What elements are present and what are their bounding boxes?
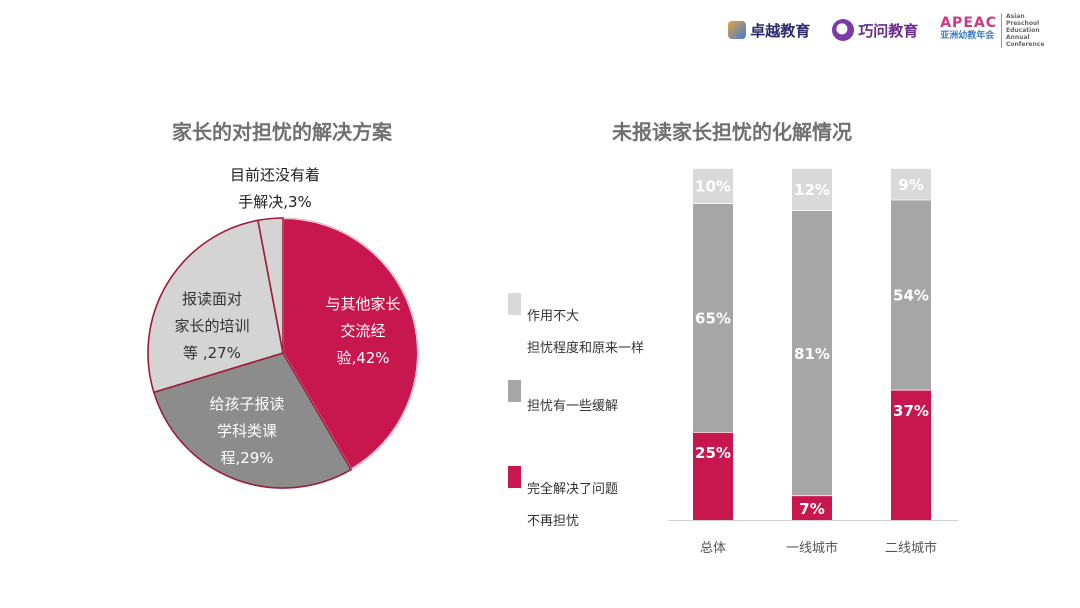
pie-label-not-yet-line1: 目前还没有着: [230, 166, 320, 184]
bar-segment-overall-eased: [693, 203, 733, 432]
x-tick-label-tier1: 一线城市: [786, 540, 838, 556]
legend-no-effect-line2: 担忧程度和原来一样: [527, 341, 645, 356]
pie-chart-title: 家长的对担忧的解决方案: [172, 120, 392, 144]
pie-label-exchange-line3: 验,42%: [336, 349, 389, 367]
x-tick-label-tier2: 二线城市: [885, 540, 937, 556]
pie-label-parent-training-line3: 等 ,27%: [183, 344, 241, 362]
pie-label-parent-training-line1: 报读面对: [182, 290, 242, 308]
bar-label-tier1-resolved: 7%: [799, 500, 824, 518]
x-tick-label-overall: 总体: [700, 541, 726, 556]
brand-1-text: 卓越教育: [750, 21, 811, 40]
pie-slices: [147, 216, 419, 489]
bar-chart-title: 未报读家长担忧的化解情况: [612, 120, 852, 144]
bar-segment-overall-resolved: [693, 432, 733, 520]
bar-label-tier1-no-effect: 12%: [794, 181, 830, 199]
bar-segment-overall-no-effect: [693, 168, 733, 204]
pie-label-subject-course-line3: 程,29%: [220, 449, 273, 467]
bar-label-overall-eased: 65%: [695, 310, 731, 328]
bar-segment-tier2-no-effect: [891, 168, 931, 200]
bar-label-tier2-resolved: 37%: [893, 402, 929, 420]
legend-label-no-effect: 作用不大 担忧程度和原来一样: [527, 293, 644, 357]
legend-item-no-effect: 作用不大 担忧程度和原来一样: [508, 293, 688, 357]
pie-outline: [147, 217, 419, 489]
legend-eased-line1: 担忧有一些缓解: [527, 399, 619, 414]
pie-label-subject-course-line1: 给孩子报读: [209, 395, 284, 413]
logo-strip: 卓越教育 巧问教育 APEAC 亚洲幼教年会 Asian Preschool E…: [728, 12, 1044, 48]
brand-3-side: Asian Preschool Education Annual Confere…: [1001, 12, 1044, 48]
legend-swatch-resolved: [508, 466, 521, 488]
bar-label-tier1-eased: 81%: [794, 345, 830, 363]
brand-2-icon: [832, 19, 855, 41]
bar-label-tier2-no-effect: 9%: [898, 176, 923, 194]
pie-slice-subject-course: [152, 352, 353, 489]
legend-resolved-line1: 完全解决了问题: [527, 482, 619, 497]
pie-slice-not-yet: [257, 217, 284, 354]
legend-swatch-eased: [508, 380, 521, 402]
bar-segment-tier2-eased: [891, 199, 931, 390]
brand-1-icon: [728, 21, 747, 39]
bar-segment-tier1-resolved: [792, 495, 832, 520]
brand-3-word: APEAC: [940, 15, 997, 31]
legend-label-resolved: 完全解决了问题 不再担忧: [527, 466, 618, 530]
brand-2-text: 巧问教育: [858, 21, 919, 40]
bar-plot: 25% 65% 10% 总体 7% 81% 12% 一线城市 37% 54% 9% 二线城市: [668, 167, 958, 556]
pie-slice-parent-training: [147, 219, 284, 394]
brand-logo-2: 巧问教育: [832, 19, 918, 41]
pie-slice-exchange: [282, 216, 419, 471]
legend-item-eased: 担忧有一些缓解: [508, 380, 688, 415]
legend-swatch-no-effect: [508, 293, 521, 315]
legend-no-effect-line1: 作用不大: [527, 309, 580, 324]
brand-3-sub: 亚洲幼教年会: [940, 31, 995, 41]
bar-segment-tier1-no-effect: [792, 168, 832, 211]
legend-label-eased: 担忧有一些缓解: [527, 380, 618, 415]
legend-item-resolved: 完全解决了问题 不再担忧: [508, 466, 688, 530]
brand-logo-1: 卓越教育: [728, 20, 810, 41]
pie-label-subject-course-line2: 学科类课: [217, 422, 277, 440]
bar-segment-tier1-eased: [792, 210, 832, 496]
pie-label-parent-training-line2: 家长的培训: [174, 317, 249, 335]
pie-label-exchange-line1: 与其他家长: [325, 295, 400, 313]
legend-resolved-line2: 不再担忧: [527, 514, 580, 529]
pie-label-not-yet-line2: 手解决,3%: [238, 193, 312, 211]
brand-logo-3: APEAC 亚洲幼教年会 Asian Preschool Education A…: [940, 12, 1044, 48]
bar-label-overall-resolved: 25%: [695, 444, 731, 462]
bar-label-tier2-eased: 54%: [893, 287, 929, 305]
pie-label-exchange-line2: 交流经: [340, 322, 385, 340]
bar-segment-tier2-resolved: [891, 389, 931, 520]
bar-label-overall-no-effect: 10%: [695, 178, 731, 196]
